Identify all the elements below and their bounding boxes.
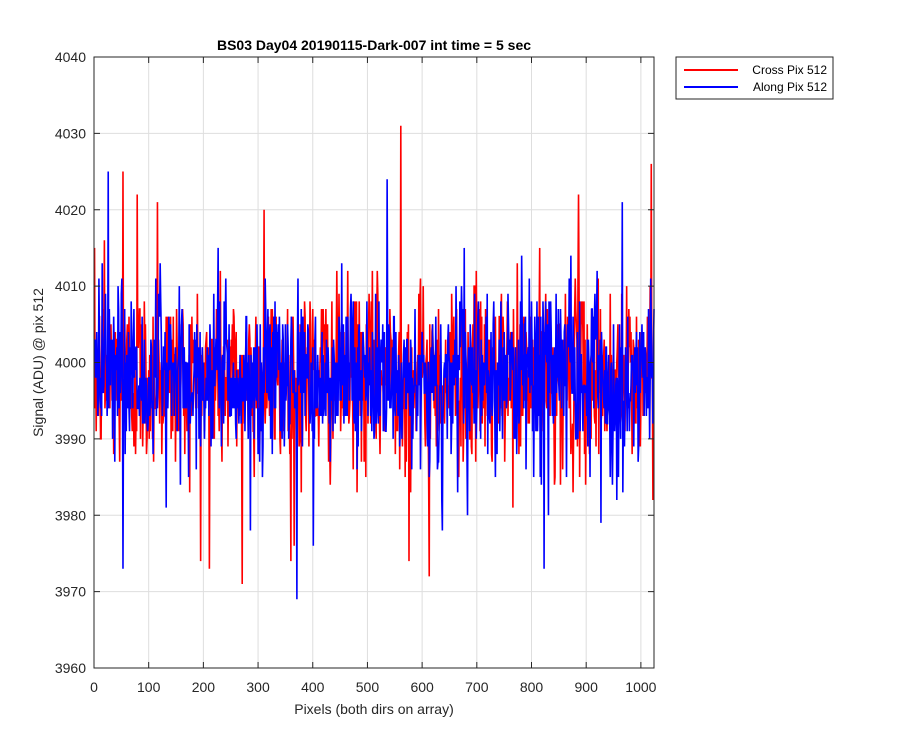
y-tick-label: 4000 [55, 355, 86, 371]
y-axis: 3960 3970 3980 3990 4000 4010 4020 4030 4040 [55, 49, 654, 676]
y-tick-label: 3970 [55, 584, 86, 600]
x-tick-label: 600 [410, 679, 434, 695]
y-tick-label: 3990 [55, 431, 86, 447]
x-tick-label: 800 [520, 679, 544, 695]
y-tick-label: 4020 [55, 202, 86, 218]
y-tick-label: 3980 [55, 507, 86, 523]
x-tick-label: 700 [465, 679, 489, 695]
y-axis-label: Signal (ADU) @ pix 512 [30, 288, 46, 437]
x-tick-label: 0 [90, 679, 98, 695]
x-tick-label: 900 [575, 679, 599, 695]
legend-box [675, 56, 834, 100]
chart-title: BS03 Day04 20190115-Dark-007 int time = … [217, 37, 531, 53]
y-tick-label: 4010 [55, 278, 86, 294]
x-tick-label: 500 [356, 679, 380, 695]
x-tick-label: 400 [301, 679, 325, 695]
y-tick-label: 4040 [55, 49, 86, 65]
x-tick-label: 1000 [625, 679, 656, 695]
x-tick-label: 300 [246, 679, 270, 695]
series-line-along-pix-512 [93, 171, 655, 600]
x-axis: 0 100 200 300 400 500 600 700 800 900 1000 [90, 57, 657, 695]
series-layer [93, 125, 655, 600]
y-tick-label: 4030 [55, 125, 86, 141]
x-tick-label: 200 [192, 679, 216, 695]
legend-label-along-pix-512: Along Pix 512 [753, 80, 827, 94]
legend: Cross Pix 512 Along Pix 512 [675, 56, 834, 100]
y-tick-label: 3960 [55, 660, 86, 676]
x-tick-label: 100 [137, 679, 161, 695]
x-axis-label: Pixels (both dirs on array) [294, 701, 454, 717]
legend-label-cross-pix-512: Cross Pix 512 [752, 63, 827, 77]
